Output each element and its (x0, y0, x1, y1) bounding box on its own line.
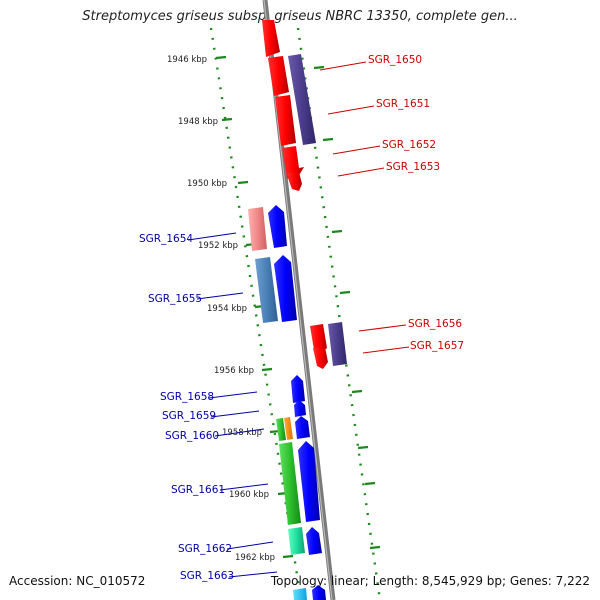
kbp-label: 1956 kbp (214, 366, 254, 376)
gene-SGR_1655-cds[interactable] (274, 255, 297, 322)
gene-label-SGR_1655[interactable]: SGR_1655 (148, 293, 202, 305)
gene-SGR_1662-teal[interactable] (288, 527, 305, 555)
kbp-label: 1950 kbp (187, 179, 227, 189)
gene-SGR_1655-steel[interactable] (255, 257, 278, 323)
backbone-highlight (263, 0, 333, 600)
genome-summary-text: Topology: linear; Length: 8,545,929 bp; … (270, 574, 590, 588)
reverse-strand-genes (248, 205, 326, 600)
kbp-label: 1960 kbp (229, 490, 269, 500)
gene-block[interactable] (275, 95, 296, 146)
gene-SGR_1663-cds[interactable] (312, 585, 326, 600)
gene-SGR_1660-green[interactable] (276, 418, 286, 441)
gene-label-SGR_1659[interactable]: SGR_1659 (162, 410, 216, 422)
gene-label-SGR_1653[interactable]: SGR_1653 (386, 161, 440, 173)
kbp-ticks (215, 55, 381, 559)
gene-label-SGR_1662[interactable]: SGR_1662 (178, 543, 232, 555)
map-title: Streptomyces griseus subsp. griseus NBRC… (82, 9, 518, 24)
gene-block[interactable] (268, 56, 289, 96)
gene-label-SGR_1651[interactable]: SGR_1651 (376, 98, 430, 110)
leader-lines-forward (319, 61, 410, 354)
gene-label-SGR_1657[interactable]: SGR_1657 (410, 340, 464, 352)
gene-SGR_1660-cds[interactable] (295, 416, 310, 439)
kbp-label: 1958 kbp (222, 428, 262, 438)
kbp-label: 1948 kbp (178, 117, 218, 127)
leader-lines-reverse (187, 232, 278, 578)
gene-SGR_1661-green[interactable] (279, 442, 301, 525)
gene-label-SGR_1652[interactable]: SGR_1652 (382, 139, 436, 151)
gene-label-SGR_1663[interactable]: SGR_1663 (180, 570, 234, 582)
gene-label-SGR_1660[interactable]: SGR_1660 (165, 430, 219, 442)
gene-label-SGR_1658[interactable]: SGR_1658 (160, 391, 214, 403)
gene-SGR_1654-pink[interactable] (248, 207, 267, 251)
accession-text: Accession: NC_010572 (9, 574, 146, 588)
gene-label-SGR_1661[interactable]: SGR_1661 (171, 484, 225, 496)
gene-SGR_1656-cds[interactable] (310, 324, 327, 352)
gene-SGR_1656-purple[interactable] (328, 322, 347, 366)
gene-SGR_1650-cds[interactable] (288, 54, 316, 145)
outer-right-guide (296, 27, 382, 600)
gene-arrow[interactable] (282, 146, 304, 179)
gene-label-SGR_1656[interactable]: SGR_1656 (408, 318, 462, 330)
kbp-label: 1954 kbp (207, 304, 247, 314)
gene-SGR_1658-cds[interactable] (291, 375, 305, 403)
gene-SGR_1660-orange[interactable] (284, 417, 293, 440)
gene-label-SGR_1654[interactable]: SGR_1654 (139, 233, 193, 245)
gene-SGR_1661-cds[interactable] (298, 441, 320, 522)
gene-SGR_1654-cds[interactable] (268, 205, 287, 248)
gene-SGR_1657-cds[interactable] (313, 347, 328, 369)
gene-block-top[interactable] (262, 20, 280, 57)
gene-arrow[interactable] (287, 172, 302, 191)
gene-SGR_1663-cyan[interactable] (293, 588, 307, 600)
forward-strand-genes (262, 20, 347, 369)
gene-SGR_1662-cds[interactable] (306, 527, 322, 555)
kbp-label: 1946 kbp (167, 55, 207, 65)
kbp-label: 1962 kbp (235, 553, 275, 563)
gene-SGR_1659-cds[interactable] (294, 400, 306, 417)
kbp-label: 1952 kbp (198, 241, 238, 251)
gene-label-SGR_1650[interactable]: SGR_1650 (368, 54, 422, 66)
